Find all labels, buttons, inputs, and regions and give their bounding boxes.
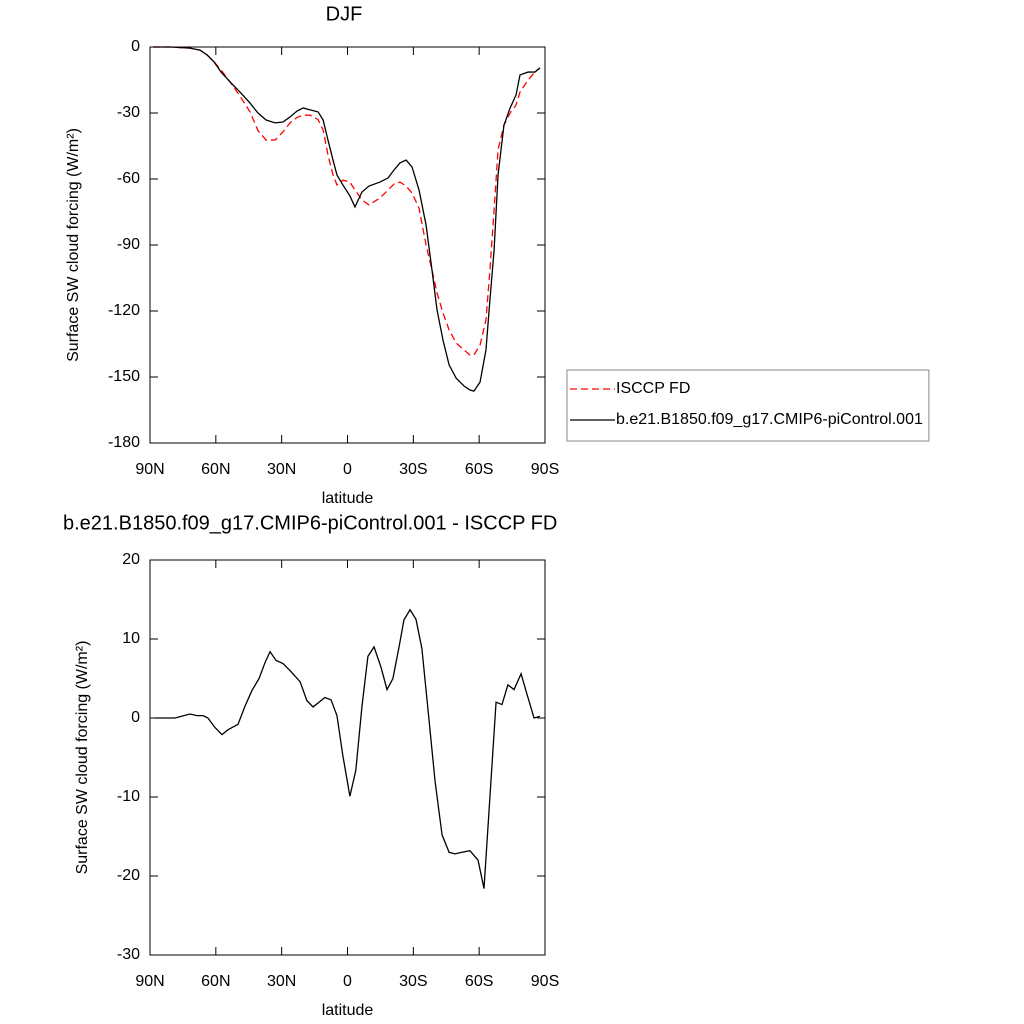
y-axis-label: Surface SW cloud forcing (W/m²): [65, 128, 82, 362]
x-tick-label: 60N: [201, 461, 230, 478]
x-tick-label: 90N: [135, 461, 164, 478]
x-axis-label: latitude: [322, 490, 374, 507]
plot-frame: [149, 46, 546, 444]
x-tick-label: 60S: [465, 973, 493, 990]
plot-frame: [149, 559, 546, 956]
chart-title: b.e21.B1850.f09_g17.CMIP6-piControl.001 …: [63, 512, 557, 534]
x-tick-label: 30N: [267, 461, 296, 478]
legend-frame: [566, 369, 930, 442]
x-tick-label: 90S: [531, 461, 559, 478]
legend: ISCCP FD b.e21.B1850.f09_g17.CMIP6-piCont…: [566, 369, 930, 442]
x-tick-label: 30N: [267, 973, 296, 990]
y-tick-label: -10: [117, 788, 140, 805]
x-tick-label: 0: [343, 973, 352, 990]
y-tick-label: -180: [108, 434, 140, 451]
x-tick-label: 90S: [531, 973, 559, 990]
y-tick-label: -30: [117, 104, 140, 121]
y-tick-label: 10: [122, 630, 140, 647]
x-axis-label: latitude: [322, 1002, 374, 1019]
chart-title: DJF: [326, 3, 363, 25]
y-tick-label: -150: [108, 368, 140, 385]
y-tick-label: -20: [117, 867, 140, 884]
y-axis-label: Surface SW cloud forcing (W/m²): [74, 641, 91, 875]
x-tick-label: 30S: [399, 973, 427, 990]
x-tick-label: 60N: [201, 973, 230, 990]
y-tick-label: -30: [117, 946, 140, 963]
data-line: [153, 46, 541, 392]
y-tick-label: -90: [117, 236, 140, 253]
y-tick-label: -60: [117, 170, 140, 187]
y-tick-label: -120: [108, 302, 140, 319]
legend-label: b.e21.B1850.f09_g17.CMIP6-piControl.001: [616, 411, 923, 428]
chart-panel: b.e21.B1850.f09_g17.CMIP6-piControl.001 …: [63, 512, 559, 1019]
chart-panel: DJF latitude Surface SW cloud forcing (W/m…: [65, 3, 930, 507]
x-tick-label: 0: [343, 461, 352, 478]
y-tick-label: 0: [131, 709, 140, 726]
data-line: [153, 46, 541, 356]
y-tick-label: 20: [122, 551, 140, 568]
y-tick-label: 0: [131, 38, 140, 55]
legend-label: ISCCP FD: [616, 380, 690, 397]
x-tick-label: 60S: [465, 461, 493, 478]
data-line: [155, 608, 541, 889]
x-tick-label: 30S: [399, 461, 427, 478]
x-tick-label: 90N: [135, 973, 164, 990]
